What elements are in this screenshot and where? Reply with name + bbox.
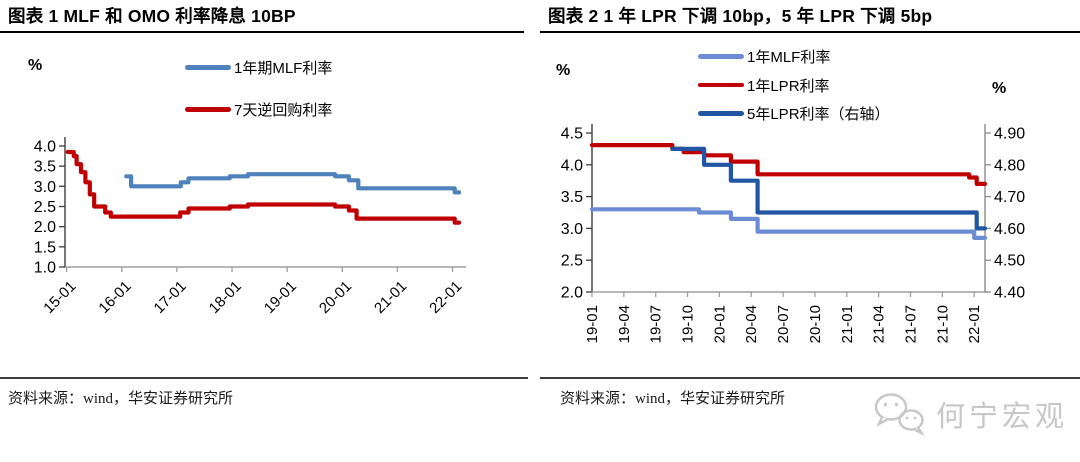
x-axis-tick-label: 19-04	[616, 305, 633, 343]
right-y-axis-tick-label: 4.50	[994, 253, 1025, 270]
legend-line-swatch	[185, 65, 231, 70]
chart2-left-y-unit-label: %	[556, 62, 571, 79]
legend-line-swatch	[698, 54, 744, 59]
x-axis-tick-label: 20-01	[711, 305, 728, 343]
legend-label: 1年LPR利率	[747, 77, 830, 95]
y-axis-tick-label: 3.5	[34, 159, 56, 176]
legend-item: 7天逆回购利率	[185, 99, 332, 120]
legend-item: 5年LPR利率（右轴）	[698, 103, 890, 124]
chart1-source: 资料来源：wind，华安证券研究所	[8, 391, 234, 407]
legend-label: 7天逆回购利率	[234, 102, 333, 119]
legend-label: 5年LPR利率（右轴）	[747, 106, 890, 123]
chart2-right-y-unit-label: %	[992, 80, 1007, 97]
series-line	[670, 146, 988, 231]
chart1-y-unit-label: %	[28, 57, 43, 74]
legend-line-swatch	[698, 82, 744, 88]
x-axis-tick-label: 16-01	[95, 278, 134, 317]
chart2-title: 图表 2 1 年 LPR 下调 10bp，5 年 LPR 下调 5bp	[548, 6, 933, 26]
y-axis-tick-label: 3.0	[561, 221, 583, 238]
legend-label: 1年MLF利率	[747, 49, 831, 66]
x-axis-tick-label: 19-01	[261, 278, 300, 317]
chart1-legend: 1年期MLF利率 7天逆回购利率	[185, 57, 332, 141]
right-y-axis-tick-label: 4.60	[994, 221, 1025, 238]
chart1-panel: 图表 1 MLF 和 OMO 利率降息 10BP % 1年期MLF利率 7天逆回购…	[0, 6, 528, 407]
legend-item: 1年LPR利率	[698, 75, 890, 96]
chart2-panel: 图表 2 1 年 LPR 下调 10bp，5 年 LPR 下调 5bp % % …	[540, 0, 1080, 462]
y-axis-tick-label: 2.5	[34, 199, 56, 216]
x-axis-tick-label: 19-01	[584, 305, 601, 343]
x-axis-tick-label: 21-04	[871, 305, 888, 343]
right-y-axis-tick-label: 4.40	[994, 285, 1025, 302]
legend-line-swatch	[698, 111, 744, 116]
chart2-source-rule	[540, 377, 1080, 379]
chart2-source: 资料来源：wind，华安证券研究所	[560, 391, 786, 407]
x-axis-tick-label: 18-01	[206, 278, 245, 317]
series-line	[589, 143, 988, 186]
x-axis-tick-label: 20-04	[743, 305, 760, 343]
right-y-axis-tick-label: 4.70	[994, 189, 1025, 206]
y-axis-tick-label: 2.0	[34, 219, 56, 236]
series-line	[589, 207, 988, 240]
legend-line-swatch	[185, 107, 231, 112]
y-axis-tick-label: 4.0	[34, 139, 56, 156]
legend-label: 1年期MLF利率	[234, 60, 333, 77]
x-axis-tick-label: 19-07	[648, 305, 665, 343]
x-axis-tick-label: 17-01	[151, 278, 190, 317]
y-axis-tick-label: 4.0	[561, 157, 583, 174]
mlf-omo-line-chart: 4.0 3.5 3.0 2.5 2.0 1.5 1.015-01 16-01 17-01 18-0…	[34, 137, 466, 317]
x-axis-tick-label: 21-01	[371, 278, 410, 317]
x-axis-tick-label: 20-10	[807, 305, 824, 343]
legend-item: 1年期MLF利率	[185, 57, 332, 78]
y-axis-tick-label: 1.5	[34, 239, 56, 256]
chart1-title-rule	[0, 31, 524, 33]
x-axis-tick-label: 22-01	[426, 278, 465, 317]
y-axis-tick-label: 2.5	[561, 253, 583, 270]
series-line	[124, 172, 462, 195]
chart2-title-rule	[540, 31, 1080, 33]
y-axis-tick-label: 3.0	[34, 179, 56, 196]
watermark: 何宁宏观	[872, 392, 1068, 436]
wechat-icon	[874, 393, 925, 436]
chart1-title: 图表 1 MLF 和 OMO 利率降息 10BP	[8, 6, 296, 26]
x-axis-tick-label: 22-01	[966, 305, 983, 343]
x-axis-tick-label: 21-07	[902, 305, 919, 343]
x-axis-tick-label: 15-01	[40, 278, 79, 317]
y-axis-tick-label: 4.5	[561, 126, 583, 143]
x-axis-tick-label: 20-07	[775, 305, 792, 343]
x-axis-tick-label: 20-01	[316, 278, 355, 317]
x-axis-tick-label: 19-10	[680, 305, 697, 343]
y-axis-tick-label: 1.0	[34, 260, 56, 277]
chart1-source-rule	[0, 377, 528, 379]
y-axis-tick-label: 3.5	[561, 189, 583, 206]
right-y-axis-tick-label: 4.80	[994, 157, 1025, 174]
x-axis-tick-label: 21-01	[839, 305, 856, 343]
right-y-axis-tick-label: 4.90	[994, 126, 1025, 143]
watermark-text: 何宁宏观	[936, 401, 1069, 433]
chart2-legend: 1年MLF利率 1年LPR利率 5年LPR利率（右轴）	[698, 46, 890, 132]
lpr-line-chart: 4.5 4.0 3.5 3.0 2.5 2.0 4.90 4.80 4.70 4.60 4.50 4.…	[561, 124, 1025, 343]
series-line	[65, 149, 462, 225]
x-axis-tick-label: 21-10	[934, 305, 951, 343]
y-axis-tick-label: 2.0	[561, 285, 583, 302]
legend-item: 1年MLF利率	[698, 46, 890, 67]
